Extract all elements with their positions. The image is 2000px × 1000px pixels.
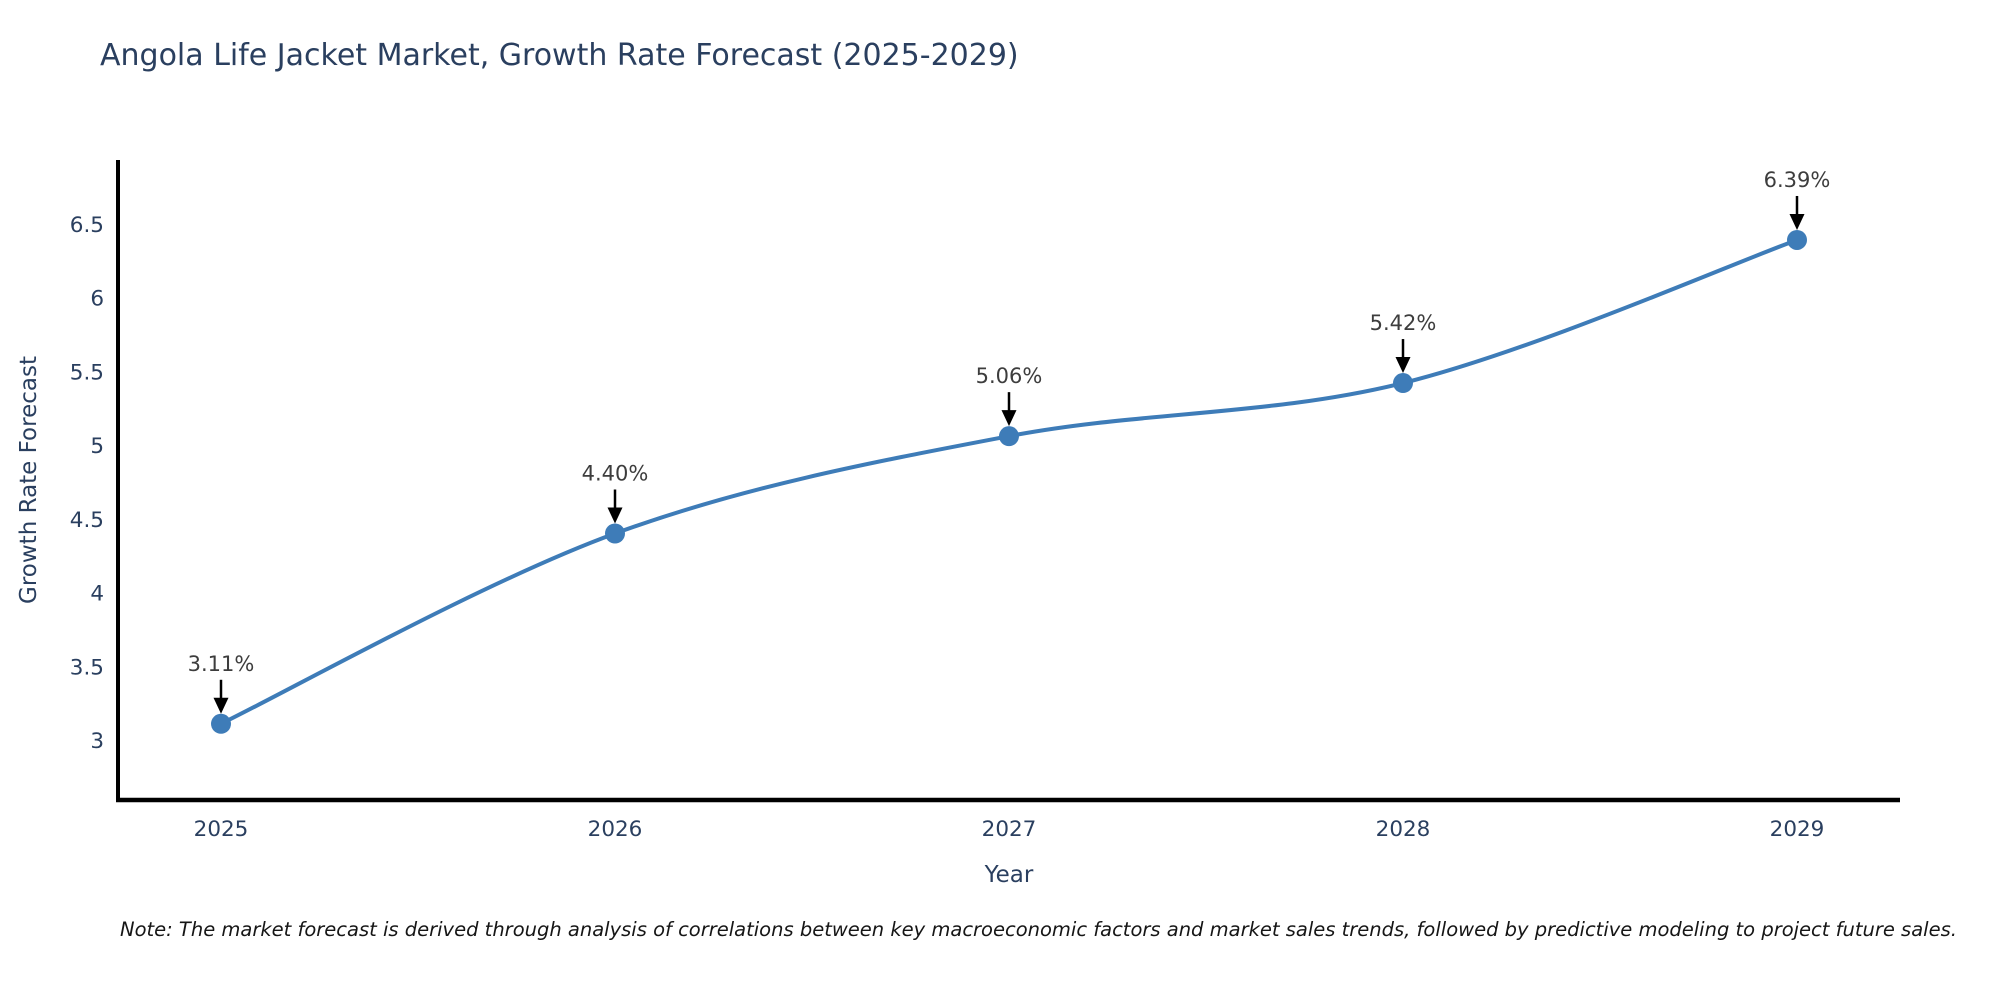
data-point-marker [605,523,625,544]
data-point-marker [999,426,1019,447]
point-annotation-label: 3.11% [188,652,255,676]
footnote: Note: The market forecast is derived thr… [120,918,1957,941]
x-tick-label: 2029 [1770,817,1825,842]
y-tick-label: 5 [90,434,104,459]
annotation-arrowhead-icon [1001,410,1017,427]
data-point-marker [1393,373,1413,394]
y-tick-label: 3 [90,729,104,754]
x-tick-label: 2025 [194,817,249,842]
data-point-marker [211,713,231,734]
annotation-arrowhead-icon [607,507,623,524]
y-tick-label: 6.5 [70,213,104,238]
y-tick-label: 5.5 [70,360,104,385]
point-annotation-label: 4.40% [582,462,649,486]
data-point-marker [1787,229,1807,250]
y-tick-label: 3.5 [70,655,104,680]
y-tick-label: 4.5 [70,508,104,533]
point-annotation-label: 5.06% [976,364,1043,388]
y-tick-label: 6 [90,287,104,312]
point-annotation-label: 6.39% [1764,168,1831,192]
x-tick-label: 2028 [1376,817,1431,842]
x-tick-label: 2027 [982,817,1037,842]
x-tick-label: 2026 [588,817,643,842]
y-axis-title: Growth Rate Forecast [16,356,42,604]
chart-title: Angola Life Jacket Market, Growth Rate F… [100,38,1019,73]
point-annotation-label: 5.42% [1370,311,1437,335]
annotation-arrowhead-icon [213,697,229,714]
annotation-arrowhead-icon [1789,213,1805,230]
y-tick-label: 4 [90,582,104,607]
forecast-line [219,237,1799,726]
annotation-arrowhead-icon [1395,357,1411,374]
x-axis-title: Year [984,862,1034,888]
